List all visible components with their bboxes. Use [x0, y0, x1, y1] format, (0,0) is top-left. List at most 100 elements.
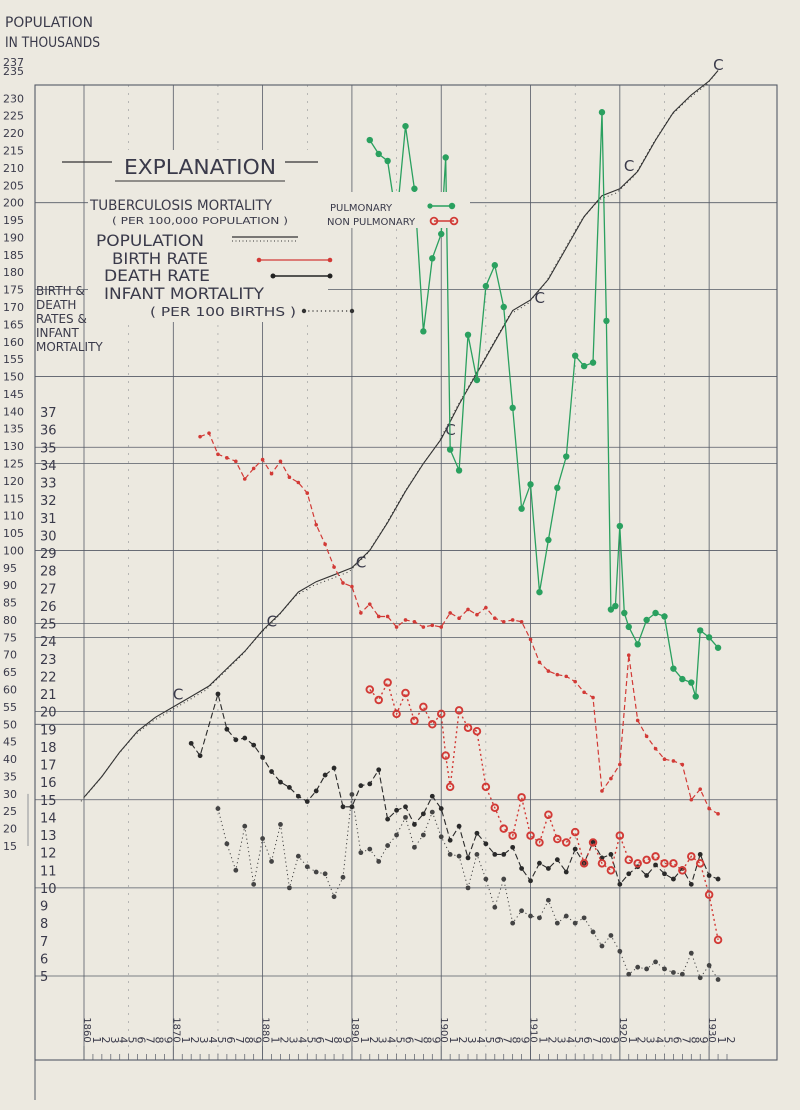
birth-rate-point-1886 — [314, 523, 318, 527]
nonpulmonary-point-1918 — [597, 859, 607, 868]
year-tick-1897: 7 — [411, 1037, 424, 1044]
nonpulmonary-point-1905 — [481, 782, 491, 792]
infant-mortality-point-1885 — [304, 864, 310, 870]
infant-mortality-point-1903 — [465, 885, 471, 891]
death-rate-point-1893 — [376, 767, 382, 773]
nonpulmonary-point-1924 — [651, 852, 660, 861]
year-tick-1884: 4 — [295, 1037, 308, 1044]
death-rate-point-1918 — [599, 855, 605, 861]
birth-rate-point-1896 — [403, 618, 408, 622]
pulmonary-point-1929 — [697, 627, 704, 634]
population-tick-165: 165 — [3, 318, 24, 331]
death-rate-point-1894 — [385, 816, 391, 822]
death-rate-point-1881 — [269, 769, 274, 774]
nonpulmonary-line — [369, 680, 719, 941]
year-tick-1923: 3 — [644, 1037, 657, 1044]
population-tick-220: 220 — [3, 127, 24, 140]
birth-rate-point-1923 — [644, 734, 649, 739]
year-tick-1917: 7 — [590, 1037, 603, 1044]
year-tick-1903: 3 — [465, 1037, 478, 1044]
infant-mortality-point-1897 — [412, 844, 417, 850]
death-rate-point-1928 — [688, 881, 694, 887]
infant-mortality-point-1877 — [233, 867, 239, 873]
infant-mortality-point-1902 — [456, 853, 462, 859]
birth-rate-point-1879 — [251, 466, 256, 471]
rate-tick-21: 21 — [40, 688, 57, 703]
year-tick-1882: 2 — [277, 1037, 290, 1044]
year-tick-1919: 9 — [608, 1037, 621, 1044]
infant-mortality-point-1922 — [635, 964, 641, 970]
year-tick-1922: 2 — [635, 1037, 648, 1044]
infant-mortality-point-1920 — [617, 948, 623, 954]
nonpulmonary-point-1907 — [499, 824, 508, 833]
year-tick-1899: 9 — [429, 1037, 442, 1044]
legend-tb-subtitle: ( PER 100,000 POPULATION ) — [112, 216, 288, 227]
legend-heading: EXPLANATION — [124, 155, 276, 179]
population-tick-195: 195 — [3, 214, 24, 227]
birth-rate-point-1931 — [716, 812, 720, 816]
infant-mortality-point-1921 — [626, 971, 632, 977]
death-rate-point-1887 — [322, 772, 328, 778]
year-tick-1907: 7 — [501, 1037, 514, 1044]
pulmonary-point-1897 — [411, 185, 418, 192]
infant-mortality-point-1896 — [403, 814, 408, 820]
nonpulmonary-point-1895 — [392, 709, 401, 719]
pulmonary-point-1904 — [473, 376, 481, 384]
rate-tick-30: 30 — [40, 529, 57, 544]
nonpulmonary-point-1910 — [526, 831, 535, 840]
birth-rate-point-1918 — [600, 789, 604, 793]
legend-population-swatch — [232, 236, 298, 242]
infant-mortality-point-1909 — [519, 908, 524, 914]
infant-mortality-point-1913 — [554, 920, 560, 926]
nonpulmonary-point-1919 — [606, 866, 616, 875]
nonpulmonary-point-1900 — [436, 709, 446, 719]
infant-mortality-point-1914 — [563, 913, 569, 919]
death-rate-point-1888 — [331, 765, 337, 771]
legend-death-swatch — [270, 273, 333, 279]
year-axis: 1860123456789187012345678918801234567891… — [81, 1017, 737, 1060]
death-rate-point-1906 — [492, 851, 498, 857]
year-tick-1866: 6 — [135, 1037, 148, 1044]
infant-mortality-point-1919 — [608, 933, 614, 938]
rate-tick-36: 36 — [40, 424, 57, 439]
pulmonary-point-1918 — [598, 109, 606, 116]
death-rate-point-1914 — [563, 869, 569, 875]
rate-tick-19: 19 — [40, 723, 57, 738]
rate-tick-22: 22 — [40, 670, 57, 685]
nonpulmonary-point-1929 — [695, 859, 705, 868]
census-marker-2: C — [356, 553, 366, 571]
population-tick-100: 100 — [3, 544, 24, 557]
birth-rate-point-1897 — [412, 619, 417, 624]
birth-rate-point-1892 — [367, 602, 372, 606]
year-tick-1928: 8 — [688, 1037, 701, 1044]
population-tick-115: 115 — [3, 492, 24, 505]
year-tick-1887: 7 — [322, 1037, 335, 1044]
infant-mortality-point-1891 — [358, 850, 364, 856]
rate-tick-37: 37 — [40, 406, 57, 421]
population-tick-180: 180 — [3, 266, 24, 279]
year-tick-1916: 6 — [581, 1037, 594, 1044]
infant-mortality-point-1915 — [572, 920, 578, 926]
year-tick-1901: 1 — [447, 1037, 460, 1044]
population-tick-135: 135 — [3, 423, 24, 436]
population-tick-225: 225 — [3, 110, 24, 123]
nonpulmonary-point-1914 — [562, 838, 571, 847]
population-tick-130: 130 — [3, 440, 24, 453]
header-line-1: POPULATION — [5, 15, 93, 31]
infant-mortality-point-1916 — [581, 915, 587, 921]
population-tick-150: 150 — [3, 371, 24, 384]
plot-border — [34, 84, 778, 1061]
population-tick-40: 40 — [3, 753, 17, 766]
rate-tick-34: 34 — [40, 459, 57, 474]
rate-tick-17: 17 — [40, 759, 57, 774]
infant-mortality-point-1886 — [313, 869, 319, 875]
year-tick-1862: 2 — [99, 1037, 112, 1044]
pulmonary-point-1896 — [402, 122, 409, 130]
infant-mortality-point-1911 — [537, 915, 542, 921]
legend-population-label: POPULATION — [96, 231, 204, 250]
legend-nonpulmonary-label: NON PULMONARY — [327, 217, 416, 228]
legend-pulmonary-label: PULMONARY — [330, 203, 393, 214]
birth-rate-point-1884 — [296, 480, 301, 485]
population-tick-75: 75 — [3, 631, 17, 644]
death-rate-point-1877 — [233, 737, 239, 743]
